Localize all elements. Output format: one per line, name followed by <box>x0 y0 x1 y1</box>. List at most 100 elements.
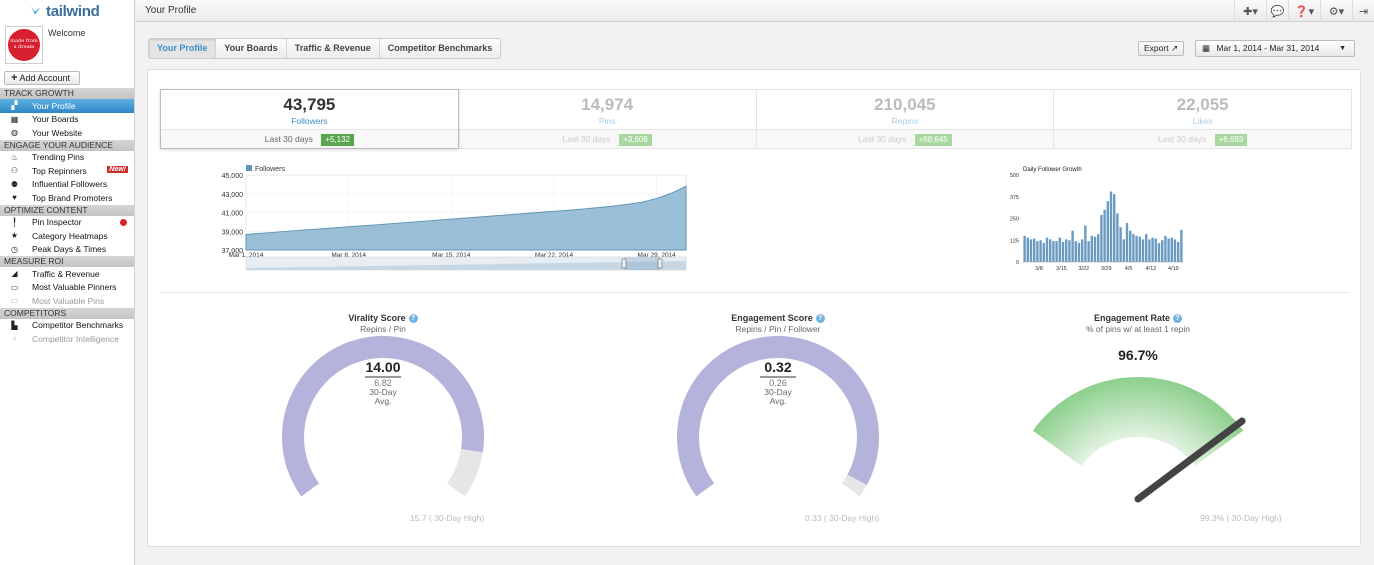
stat-card-pins[interactable]: 14,974 Pins Last 30 days +3,609 <box>458 89 757 149</box>
tab-competitor-benchmarks[interactable]: Competitor Benchmarks <box>387 43 493 53</box>
sidebar-item-influential-followers[interactable]: ⚉ Influential Followers <box>0 178 134 192</box>
gauge-fill <box>1032 377 1244 466</box>
sidebar-item-category-heatmaps[interactable]: ★ Category Heatmaps <box>0 229 134 243</box>
x-tick-label: Mar 29, 2014 <box>638 252 677 259</box>
sidebar-item-your-boards[interactable]: ▦ Your Boards <box>0 113 134 127</box>
stat-label: Pins <box>598 116 616 126</box>
growth-bar <box>1161 240 1164 262</box>
sidebar-item-pin-inspector[interactable]: ╿ Pin Inspector <box>0 216 134 230</box>
chat-icon[interactable]: 💬 <box>1266 0 1288 22</box>
x-tick-label: 4/5 <box>1125 266 1133 272</box>
new-badge: New! <box>107 166 128 173</box>
x-tick-label: 4/19 <box>1168 266 1179 272</box>
app-name: tailwind <box>46 2 100 20</box>
gauge-avg-label-2: Avg. <box>375 396 392 406</box>
y-tick-label: 45,000 <box>222 173 244 180</box>
stat-card-followers[interactable]: 43,795 Followers Last 30 days +5,132 <box>160 89 459 149</box>
stat-delta-badge: +68,645 <box>914 134 952 146</box>
sidebar-item-most-valuable-pins[interactable]: ▭ Most Valuable Pins <box>0 294 134 308</box>
sidebar-item-label: Competitor Benchmarks <box>32 320 124 331</box>
y-tick-label: 37,000 <box>222 248 244 255</box>
growth-bar <box>1129 230 1132 262</box>
x-tick-label: 3/22 <box>1078 266 1089 272</box>
user-plus-icon: ⚇ <box>10 166 19 176</box>
profile-stats-icon: ▞ <box>11 101 18 111</box>
growth-bar <box>1084 225 1087 262</box>
daily-follower-growth-chart: Daily Follower Growth 0 125 250 375 500 3/8 3/1… <box>1010 167 1183 272</box>
profile-avatar-frame[interactable]: made from a dream <box>5 26 43 64</box>
help-icon[interactable]: ❓▾ <box>1288 0 1320 22</box>
growth-bar <box>1170 237 1173 262</box>
gauge-virality-score: Virality Score? Repins / Pin <box>243 313 523 334</box>
sidebar-item-your-website[interactable]: ◍ Your Website <box>0 126 134 140</box>
clock-icon: ◷ <box>11 244 18 254</box>
gear-icon[interactable]: ⚙▾ <box>1320 0 1352 22</box>
help-icon[interactable]: ? <box>815 314 825 324</box>
gauge-title: Engagement Score? <box>638 313 918 324</box>
sidebar-item-traffic-revenue[interactable]: ◢ Traffic & Revenue <box>0 267 134 281</box>
growth-bar <box>1119 227 1122 262</box>
plus-icon[interactable]: ✚▾ <box>1234 0 1266 22</box>
growth-bar <box>1180 229 1183 262</box>
gauge-avg-label: 30-Day <box>369 387 397 397</box>
welcome-text: Welcome <box>48 28 86 38</box>
y-tick-label: 41,000 <box>222 211 244 218</box>
users-icon: ⚉ <box>10 179 19 189</box>
sidebar-item-peak-days-times[interactable]: ◷ Peak Days & Times <box>0 243 134 257</box>
gauge-subtitle: Repins / Pin <box>360 324 406 335</box>
gauge-value: 96.7% <box>1118 347 1158 363</box>
y-tick-label: 39,000 <box>222 229 244 236</box>
gauge-fill <box>282 336 484 497</box>
boards-grid-icon: ▦ <box>10 114 19 124</box>
logout-icon[interactable]: ⇥ <box>1352 0 1374 22</box>
growth-bar <box>1071 230 1074 262</box>
stat-label: Likes <box>1192 116 1213 126</box>
growth-bar <box>1173 239 1177 262</box>
growth-bar <box>1132 234 1135 262</box>
gauge-avg-value: 6.82 <box>374 378 392 388</box>
sidebar-item-your-profile[interactable]: ▞ Your Profile <box>0 99 134 113</box>
sidebar-item-top-brand-promoters[interactable]: ♥ Top Brand Promoters <box>0 191 134 205</box>
tab-your-profile[interactable]: Your Profile <box>149 39 217 58</box>
growth-bar <box>1042 242 1045 262</box>
tab-traffic-revenue[interactable]: Traffic & Revenue <box>287 39 380 58</box>
sidebar-item-top-repinners[interactable]: ⚇ Top Repinners New! <box>0 164 134 178</box>
sidebar-item-competitor-intelligence[interactable]: ♁ Competitor Intelligence <box>0 332 134 346</box>
stat-label: Repins <box>891 116 919 126</box>
sidebar-item-competitor-benchmarks[interactable]: ▙ Competitor Benchmarks <box>0 319 134 333</box>
export-label: Export <box>1144 43 1169 53</box>
growth-bar <box>1068 240 1071 262</box>
stat-footer: Last 30 days +5,132 <box>161 129 458 148</box>
growth-bar <box>1093 236 1097 262</box>
tailwind-logo[interactable]: tailwind <box>0 0 134 22</box>
gauge-title: Engagement Rate? <box>998 313 1278 324</box>
date-range-picker[interactable]: ▦ Mar 1, 2014 - Mar 31, 2014 ▼ <box>1195 40 1355 57</box>
stat-row: 43,795 Followers Last 30 days +5,132 14,… <box>160 89 1352 149</box>
help-icon[interactable]: ? <box>1173 314 1183 324</box>
export-button[interactable]: Export ↗ <box>1138 41 1185 56</box>
x-tick-label: 3/8 <box>1035 266 1043 272</box>
sidebar-item-most-valuable-pinners[interactable]: ▭ Most Valuable Pinners <box>0 281 134 295</box>
growth-bar <box>1023 235 1026 262</box>
sidebar-item-trending-pins[interactable]: ♨ Trending Pins <box>0 151 134 165</box>
gauge-high-label: 0.33 ( 30-Day High) <box>805 513 880 523</box>
growth-bar <box>1036 241 1039 262</box>
chart-title: Daily Follower Growth <box>1023 167 1082 173</box>
stat-delta-badge: +3,609 <box>619 134 652 146</box>
navigator-window[interactable] <box>624 257 660 270</box>
stat-delta-badge: +5,132 <box>321 134 355 146</box>
money-icon: ▭ <box>10 282 19 292</box>
add-account-button[interactable]: + Add Account <box>4 71 80 85</box>
stat-card-repins[interactable]: 210,045 Repins Last 30 days +68,645 <box>756 89 1055 149</box>
help-icon[interactable]: ? <box>408 314 418 324</box>
navigator-handle[interactable] <box>621 258 627 269</box>
calendar-icon: ▦ <box>1202 43 1211 53</box>
nav-section-measure-roi: MEASURE ROI <box>0 256 134 267</box>
navigator-handle[interactable] <box>657 258 663 269</box>
growth-bar <box>1151 237 1154 262</box>
tab-your-boards[interactable]: Your Boards <box>216 39 287 58</box>
gauge-subtitle: Repins / Pin / Follower <box>735 324 821 335</box>
stat-card-likes[interactable]: 22,055 Likes Last 30 days +6,693 <box>1054 89 1352 149</box>
growth-bar <box>1125 222 1129 262</box>
y-tick-label: 250 <box>1010 217 1019 223</box>
